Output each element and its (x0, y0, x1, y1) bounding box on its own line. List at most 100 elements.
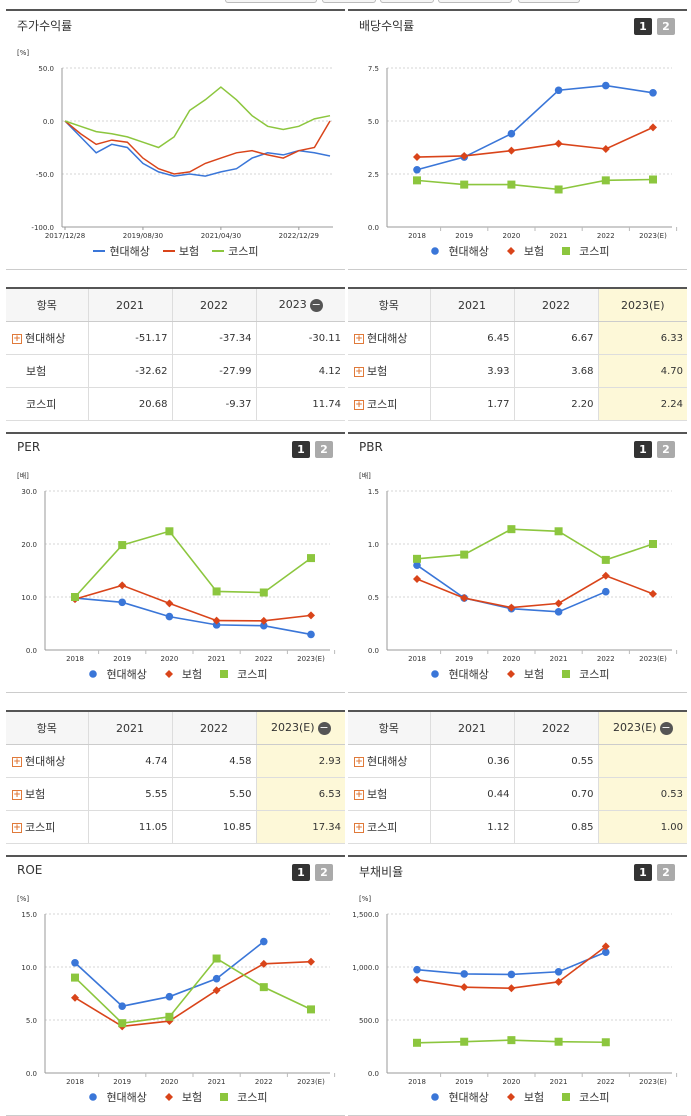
expand-icon[interactable]: + (354, 757, 364, 767)
x-tick-label: 2021 (208, 655, 226, 663)
series-1 (71, 937, 268, 1011)
row-label: 보험 (367, 365, 388, 378)
data-point (118, 1019, 127, 1028)
value-cell: 2.24 (597, 387, 687, 421)
view-2-button[interactable]: 2 (657, 441, 675, 458)
legend-item-s2: 보험 (159, 1089, 202, 1105)
collapse-icon[interactable]: − (659, 720, 673, 735)
data-point (507, 603, 516, 612)
y-tick-label: -100.0 (31, 224, 54, 232)
series-3 (71, 527, 315, 601)
table-row: + 현대해상 4.74 4.58 2.93 (6, 744, 345, 778)
view-1-button[interactable]: 1 (292, 864, 310, 881)
data-point (602, 81, 610, 90)
expand-icon[interactable]: + (354, 367, 364, 377)
value-cell: 0.36 (429, 744, 514, 778)
y-unit-label: [%] (359, 895, 371, 903)
x-tick-label: 2020 (502, 655, 520, 663)
table-header-row: 항목 2021 2022 2023(E) (348, 288, 687, 322)
value-cell: 0.70 (513, 777, 598, 811)
value-cell: 2.20 (513, 387, 598, 421)
series-1 (413, 81, 657, 174)
y-tick-label: 0.5 (368, 594, 379, 602)
value-cell: 3.93 (429, 354, 514, 388)
data-point (212, 954, 221, 963)
expand-icon[interactable]: + (12, 790, 22, 800)
legend-marker (220, 670, 229, 678)
column-header: 2021 (87, 288, 172, 322)
expand-icon[interactable]: + (12, 823, 22, 833)
x-tick-label: 2019 (455, 1078, 473, 1086)
legend-marker-icon (220, 670, 229, 678)
view-1-button[interactable]: 1 (292, 441, 310, 458)
table-row: + 보험 0.44 0.70 0.53 (348, 777, 687, 811)
expand-icon[interactable]: + (354, 790, 364, 800)
data-point (413, 165, 421, 174)
view-1-button[interactable]: 1 (634, 864, 652, 881)
view-2-button[interactable]: 2 (657, 18, 675, 35)
data-point (507, 1036, 516, 1045)
column-header: 항목 (6, 711, 88, 745)
collapse-icon[interactable]: − (317, 720, 331, 735)
data-point (554, 977, 563, 986)
legend-label: 코스피 (228, 245, 259, 258)
expand-icon[interactable]: + (354, 400, 364, 410)
row-label: 현대해상 (25, 755, 66, 768)
panel-view-buttons: 1 2 (292, 864, 333, 881)
column-header: 2023− (255, 288, 345, 322)
value-cell: -30.11 (255, 321, 345, 355)
collapse-icon[interactable]: − (309, 297, 323, 312)
y-tick-label: 0.0 (368, 224, 379, 232)
row-label: 현대해상 (25, 332, 66, 345)
legend-label: 코스피 (579, 668, 610, 681)
view-2-button[interactable]: 2 (315, 441, 333, 458)
expand-icon[interactable]: + (354, 334, 364, 344)
toolbar-tab-stub[interactable] (518, 0, 580, 3)
x-tick-label: 2023(E) (639, 232, 667, 240)
legend-marker-icon (562, 670, 571, 678)
legend-label: 보험 (181, 1091, 203, 1104)
series-line (64, 86, 331, 149)
toolbar-tab-stub[interactable] (322, 0, 376, 3)
view-2-button[interactable]: 2 (315, 864, 333, 881)
expand-icon[interactable]: + (12, 334, 22, 344)
view-2-button[interactable]: 2 (657, 864, 675, 881)
legend-item-s1: 현대해상 (425, 1089, 489, 1105)
toolbar-tab-stub[interactable] (380, 0, 434, 3)
data-point (413, 965, 421, 974)
x-tick-label: 2022 (597, 1078, 615, 1086)
value-cell: 10.85 (171, 810, 256, 844)
view-1-button[interactable]: 1 (634, 18, 652, 35)
panel-view-buttons: 1 2 (634, 18, 675, 35)
legend-marker (562, 247, 571, 255)
toolbar-tab-stub[interactable] (225, 0, 317, 3)
chart-legend: 현대해상 보험 코스피 (348, 243, 687, 259)
expand-icon[interactable]: + (354, 823, 364, 833)
value-cell: 1.12 (429, 810, 514, 844)
panel-title: 배당수익률 (359, 19, 415, 33)
toolbar-tab-stub[interactable] (438, 0, 512, 3)
data-point (460, 550, 469, 559)
legend-label: 보험 (523, 1091, 545, 1104)
view-1-button[interactable]: 1 (634, 441, 652, 458)
value-cell: -27.99 (171, 354, 256, 388)
x-tick-label: 2019/08/30 (123, 232, 163, 240)
expand-icon[interactable]: + (12, 757, 22, 767)
value-cell: 6.33 (597, 321, 687, 355)
value-cell: -37.34 (171, 321, 256, 355)
x-tick-label: 2023(E) (639, 655, 667, 663)
row-label: 코스피 (25, 821, 56, 834)
row-label-cell: 코스피 (6, 387, 88, 421)
legend-marker (431, 670, 440, 678)
data-point (212, 974, 221, 983)
debt-ratio-panel: 부채비율 1 2 [%] 1,500.0 1,000.0 500.0 0.0 2018 20… (348, 855, 687, 1116)
value-cell: 2.93 (255, 744, 345, 778)
legend-marker (431, 247, 440, 255)
legend-item-s2: 보험 (501, 1089, 544, 1105)
value-cell: 4.74 (87, 744, 172, 778)
x-tick-label: 2021/04/30 (201, 232, 241, 240)
legend-marker (164, 1093, 173, 1101)
row-label-cell: + 코스피 (348, 810, 430, 844)
value-cell: 1.00 (597, 810, 687, 844)
column-header: 2021 (87, 711, 172, 745)
